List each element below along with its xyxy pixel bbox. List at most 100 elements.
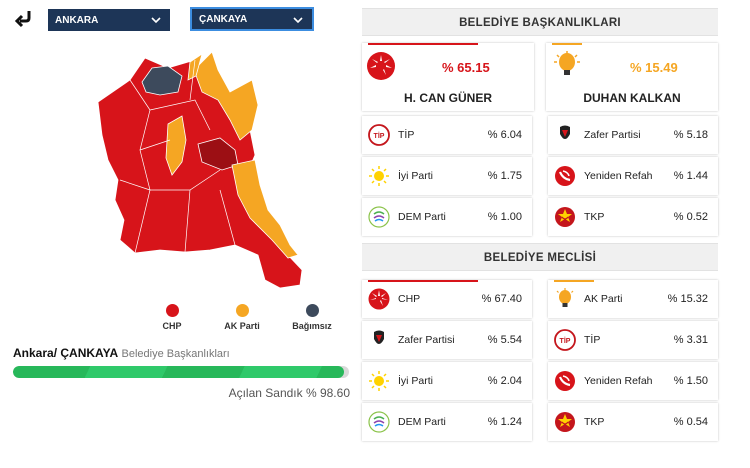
tkp-logo-icon (554, 411, 576, 433)
leader-pct: % 65.15 (442, 60, 490, 75)
dem-logo-icon (368, 411, 390, 433)
party-row[interactable]: İyi Parti % 1.75 (362, 157, 532, 195)
row-accent (368, 280, 478, 282)
party-pct: % 6.04 (487, 129, 522, 141)
party-row[interactable]: TKP % 0.54 (548, 403, 718, 441)
party-name: DEM Parti (398, 211, 446, 223)
zafer-logo-icon (554, 124, 576, 146)
akp-logo-icon (554, 288, 576, 310)
legend-dot (305, 304, 319, 317)
party-name: Zafer Partisi (584, 129, 641, 141)
refah-logo-icon (554, 165, 576, 187)
legend-label: AK Parti (224, 321, 260, 331)
location-title: Ankara/ ÇANKAYA Belediye Başkanlıkları (13, 346, 230, 360)
province-select-value: ANKARA (55, 14, 99, 26)
party-pct: % 1.00 (487, 211, 522, 223)
leader-card-akp[interactable]: % 15.49 DUHAN KALKAN (546, 43, 718, 111)
iyi-logo-icon (368, 370, 390, 392)
party-row[interactable]: Zafer Partisi % 5.18 (548, 116, 718, 154)
district-map[interactable] (90, 40, 320, 300)
legend-item-chp: CHP (137, 304, 207, 331)
party-name: Zafer Partisi (398, 334, 455, 346)
party-name: Yeniden Refah (584, 170, 653, 182)
party-pct: % 3.31 (673, 334, 708, 346)
back-arrow-icon[interactable] (14, 8, 36, 28)
legend-label: CHP (162, 321, 182, 331)
party-pct: % 0.54 (673, 416, 708, 428)
party-row[interactable]: Zafer Partisi % 5.54 (362, 321, 532, 359)
party-pct: % 1.50 (673, 375, 708, 387)
svg-text:TİP: TİP (374, 132, 385, 140)
dem-logo-icon (368, 206, 390, 228)
party-name: TKP (584, 416, 605, 428)
legend-dot (235, 304, 249, 317)
map-region-akp (193, 51, 259, 141)
party-row[interactable]: İyi Parti % 2.04 (362, 362, 532, 400)
party-pct: % 1.75 (487, 170, 522, 182)
district-select[interactable]: ÇANKAYA (190, 7, 314, 31)
zafer-logo-icon (368, 329, 390, 351)
map-region-akp (165, 115, 187, 176)
chp-logo-icon (367, 52, 395, 80)
party-row[interactable]: DEM Parti % 1.00 (362, 198, 532, 236)
party-row[interactable]: AK Parti % 15.32 (548, 280, 718, 318)
map-region-akp (187, 53, 203, 81)
district-select-value: ÇANKAYA (199, 13, 248, 25)
leader-name: DUHAN KALKAN (583, 91, 681, 105)
party-row[interactable]: TİP TİP % 6.04 (362, 116, 532, 154)
party-pct: % 67.40 (481, 293, 522, 305)
province-select[interactable]: ANKARA (48, 9, 170, 31)
legend-item-akp: AK Parti (207, 304, 277, 331)
party-pct: % 1.44 (673, 170, 708, 182)
map-region-akp (231, 159, 299, 259)
party-name: İyi Parti (398, 375, 434, 387)
legend-label: Bağımsız (292, 321, 332, 331)
party-name: İyi Parti (398, 170, 434, 182)
party-row[interactable]: DEM Parti % 1.24 (362, 403, 532, 441)
tip-logo-icon: TİP (368, 124, 390, 146)
party-row[interactable]: CHP % 67.40 (362, 280, 532, 318)
ballot-progress-bar (13, 366, 349, 378)
party-name: DEM Parti (398, 416, 446, 428)
leader-pct: % 15.49 (630, 60, 678, 75)
party-name: TİP (584, 334, 601, 346)
legend-dot (165, 304, 179, 317)
leader-name: H. CAN GÜNER (403, 91, 492, 105)
leader-card-accent (368, 43, 478, 45)
party-name: TKP (584, 211, 605, 223)
party-pct: % 0.52 (673, 211, 708, 223)
ballot-progress-label: Açılan Sandık % 98.60 (228, 386, 350, 400)
tkp-logo-icon (554, 206, 576, 228)
party-pct: % 5.18 (673, 129, 708, 141)
iyi-logo-icon (368, 165, 390, 187)
mayoral-header: BELEDİYE BAŞKANLIKLARI (362, 8, 718, 36)
chevron-down-icon (293, 17, 303, 24)
location-name: Ankara/ ÇANKAYA (13, 346, 119, 360)
location-subtitle: Belediye Başkanlıkları (121, 348, 230, 360)
row-accent (554, 280, 594, 282)
party-pct: % 5.54 (487, 334, 522, 346)
party-name: TİP (398, 129, 415, 141)
chp-logo-icon (368, 288, 390, 310)
leader-card-accent (552, 43, 582, 45)
party-row[interactable]: Yeniden Refah % 1.50 (548, 362, 718, 400)
chevron-down-icon (151, 17, 161, 24)
refah-logo-icon (554, 370, 576, 392)
council-header: BELEDİYE MECLİSİ (362, 243, 718, 271)
party-row[interactable]: TİP TİP % 3.31 (548, 321, 718, 359)
party-pct: % 15.32 (667, 293, 708, 305)
party-name: Yeniden Refah (584, 375, 653, 387)
party-name: CHP (398, 293, 421, 305)
map-region-chp (97, 57, 303, 289)
svg-text:TİP: TİP (560, 337, 571, 345)
legend-item-independent: Bağımsız (277, 304, 347, 331)
party-row[interactable]: TKP % 0.52 (548, 198, 718, 236)
ballot-progress-fill (13, 366, 345, 378)
party-pct: % 2.04 (487, 375, 522, 387)
party-row[interactable]: Yeniden Refah % 1.44 (548, 157, 718, 195)
leader-card-chp[interactable]: % 65.15 H. CAN GÜNER (362, 43, 534, 111)
party-pct: % 1.24 (487, 416, 522, 428)
party-name: AK Parti (584, 293, 623, 305)
map-region-independent (141, 65, 183, 96)
akp-logo-icon (554, 51, 580, 75)
